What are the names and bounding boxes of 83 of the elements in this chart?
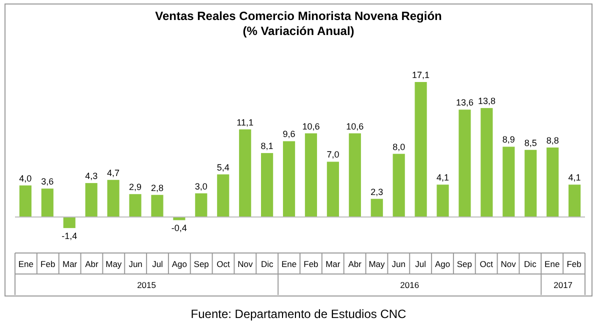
chart-title: Ventas Reales Comercio Minorista Novena Región [155, 9, 442, 23]
data-label: -1,4 [62, 231, 78, 242]
data-label: 8,1 [260, 141, 274, 152]
text: 2015 [137, 280, 156, 290]
data-label: 4,7 [107, 168, 120, 178]
x-tick-label: Jul [415, 259, 426, 269]
data-label: 8,5 [524, 138, 537, 148]
data-label: -0,4 [171, 223, 187, 234]
bar [304, 133, 318, 217]
data-label: 13,8 [478, 96, 496, 106]
data-label: 17,1 [412, 70, 430, 80]
x-tick-label: May [368, 259, 386, 269]
data-label: 8,0 [392, 142, 406, 152]
bar [41, 188, 54, 217]
bar [129, 194, 142, 217]
data-label: 11,1 [236, 117, 254, 128]
bar [217, 174, 230, 217]
bar [239, 129, 252, 217]
data-label: 7,0 [326, 150, 340, 160]
bar [261, 153, 274, 217]
data-label: 5,4 [216, 162, 230, 172]
x-tick-label: Nov [500, 259, 517, 269]
data-label: 3,6 [41, 176, 54, 187]
bar [63, 217, 76, 228]
x-tick-label: Ago [172, 259, 188, 269]
x-tick-label: Ago [434, 259, 450, 269]
data-label: 8,9 [502, 134, 515, 145]
bar [546, 148, 559, 217]
x-tick-label: Oct [216, 259, 231, 269]
bar [151, 194, 164, 217]
x-tick-label: Dic [524, 259, 538, 269]
bar [326, 162, 339, 217]
data-label: 4,1 [436, 172, 450, 183]
text: 2016 [400, 280, 420, 290]
bar [348, 133, 361, 217]
data-label: 8,8 [546, 136, 559, 146]
x-tick-label: Nov [238, 259, 254, 269]
x-tick-label: Mar [326, 259, 340, 269]
bar [370, 198, 383, 217]
data-label: 4,1 [568, 172, 581, 183]
data-label: 2,9 [129, 182, 142, 192]
x-tick-label: Jun [128, 259, 143, 269]
bar [436, 184, 449, 217]
data-label: 10,6 [302, 121, 320, 132]
x-tick-label: Dic [260, 259, 274, 269]
bar [19, 185, 32, 217]
bar [107, 180, 120, 217]
x-tick-label: Feb [566, 259, 582, 269]
x-tick-label: May [106, 259, 122, 269]
x-tick-label: Ene [281, 259, 297, 269]
data-label: 9,6 [282, 129, 296, 140]
chart-subtitle: (% Variación Anual) [242, 24, 354, 38]
bar [85, 183, 98, 217]
data-label: 2,3 [370, 186, 384, 197]
data-label: 10,6 [346, 121, 364, 132]
data-label: 13,6 [456, 98, 474, 108]
x-tick-label: Ene [18, 259, 34, 269]
text: 2017 [554, 280, 573, 290]
x-tick-label: Jul [152, 259, 164, 269]
bar [392, 154, 405, 217]
x-tick-label: Abr [85, 259, 99, 269]
x-tick-label: Feb [304, 259, 319, 269]
data-label: 4,0 [19, 173, 32, 184]
x-tick-label: Feb [40, 259, 56, 269]
x-tick-label: Abr [348, 259, 362, 269]
bar [502, 146, 515, 217]
bar [568, 184, 581, 217]
bar [195, 193, 208, 217]
bar [480, 108, 493, 217]
bar [458, 110, 471, 217]
x-tick-label: Jun [392, 259, 406, 269]
data-label: 3,0 [194, 181, 208, 192]
x-tick-label: Sep [194, 259, 210, 269]
source-note: Fuente: Departamento de Estudios CNC [190, 307, 407, 321]
bar [282, 141, 296, 217]
data-label: 2,8 [150, 182, 164, 193]
x-tick-label: Oct [480, 259, 494, 269]
data-label: 4,3 [85, 171, 98, 182]
x-tick-label: Sep [456, 259, 472, 269]
bar [524, 150, 537, 217]
x-tick-label: Mar [62, 259, 78, 269]
x-tick-label: Ene [544, 259, 560, 269]
bar [414, 82, 427, 217]
